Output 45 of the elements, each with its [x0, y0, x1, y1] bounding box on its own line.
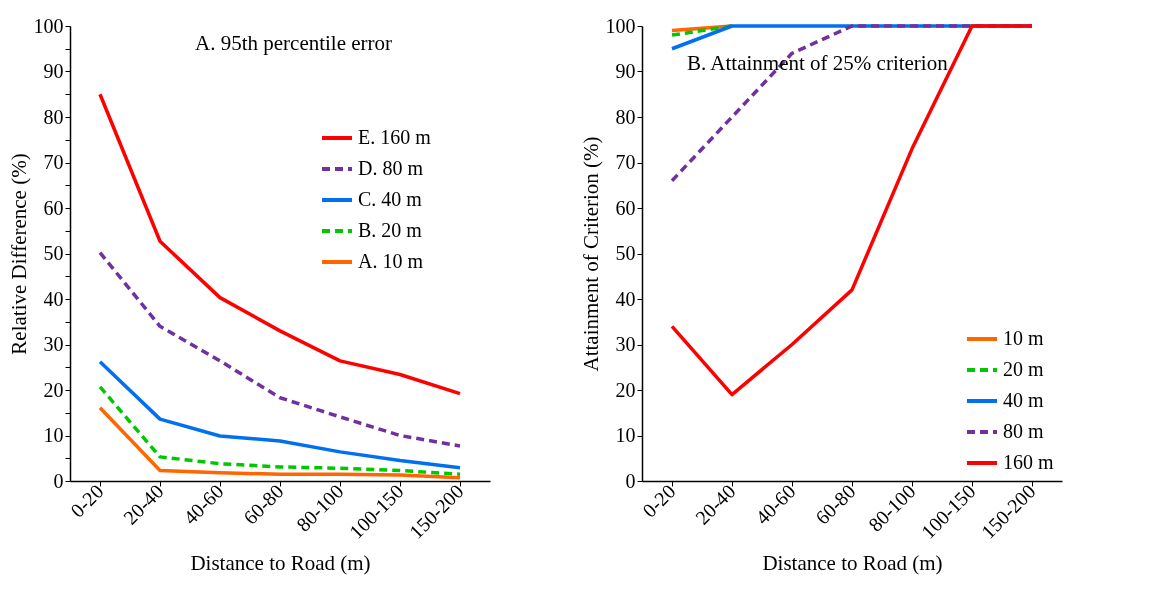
chart-title: A. 95th percentile error [195, 31, 393, 55]
y-tick-label: 100 [33, 14, 64, 37]
line-series [98, 360, 462, 470]
legend-label: 80 m [1003, 420, 1044, 442]
y-tick-label: 50 [615, 242, 636, 264]
y-tick-label: 40 [43, 287, 64, 310]
y-tick-label: 80 [615, 105, 636, 128]
y-tick-label: 90 [615, 60, 636, 82]
y-tick-label: 90 [43, 60, 64, 82]
legend-label: E. 160 m [358, 126, 432, 148]
y-tick-label: 10 [43, 424, 64, 446]
line-series [98, 406, 462, 480]
y-tick-label: 0 [625, 469, 636, 492]
y-tick-label: 60 [615, 196, 636, 219]
legend-label: B. 20 m [358, 219, 423, 241]
y-tick-label: 50 [43, 242, 64, 264]
y-tick-label: 30 [615, 333, 636, 355]
y-tick-label: 70 [615, 151, 636, 173]
line-series [98, 92, 462, 396]
y-tick-label: 10 [615, 424, 636, 446]
y-tick-label: 40 [615, 287, 636, 310]
y-axis-title: Attainment of Criterion (%) [578, 136, 603, 372]
y-tick-label: 20 [43, 378, 64, 401]
legend-label: 160 m [1003, 451, 1054, 473]
legend-label: 10 m [1003, 327, 1044, 349]
y-tick-label: 100 [605, 14, 636, 37]
y-tick-label: 70 [43, 151, 64, 173]
y-axis-title: Relative Difference (%) [6, 153, 31, 355]
legend-label: A. 10 m [358, 250, 424, 272]
legend-label: D. 80 m [358, 157, 424, 179]
y-tick-label: 80 [43, 105, 64, 128]
legend-label: 20 m [1003, 358, 1044, 380]
legend-label: 40 m [1003, 389, 1044, 411]
y-tick-label: 60 [43, 196, 64, 219]
y-tick-label: 30 [43, 333, 64, 355]
line-series [98, 385, 462, 476]
x-tick-label: 0-20 [638, 480, 680, 522]
text: B. Attainment of 25% criterion [687, 51, 949, 75]
x-axis-title: Distance to Road (m) [190, 550, 371, 575]
y-tick-label: 20 [615, 378, 636, 401]
legend-label: C. 40 m [358, 188, 423, 210]
line-series [98, 250, 462, 448]
x-axis-title: Distance to Road (m) [762, 550, 943, 575]
y-tick-label: 0 [53, 469, 64, 492]
x-tick-label: 0-20 [66, 480, 108, 522]
